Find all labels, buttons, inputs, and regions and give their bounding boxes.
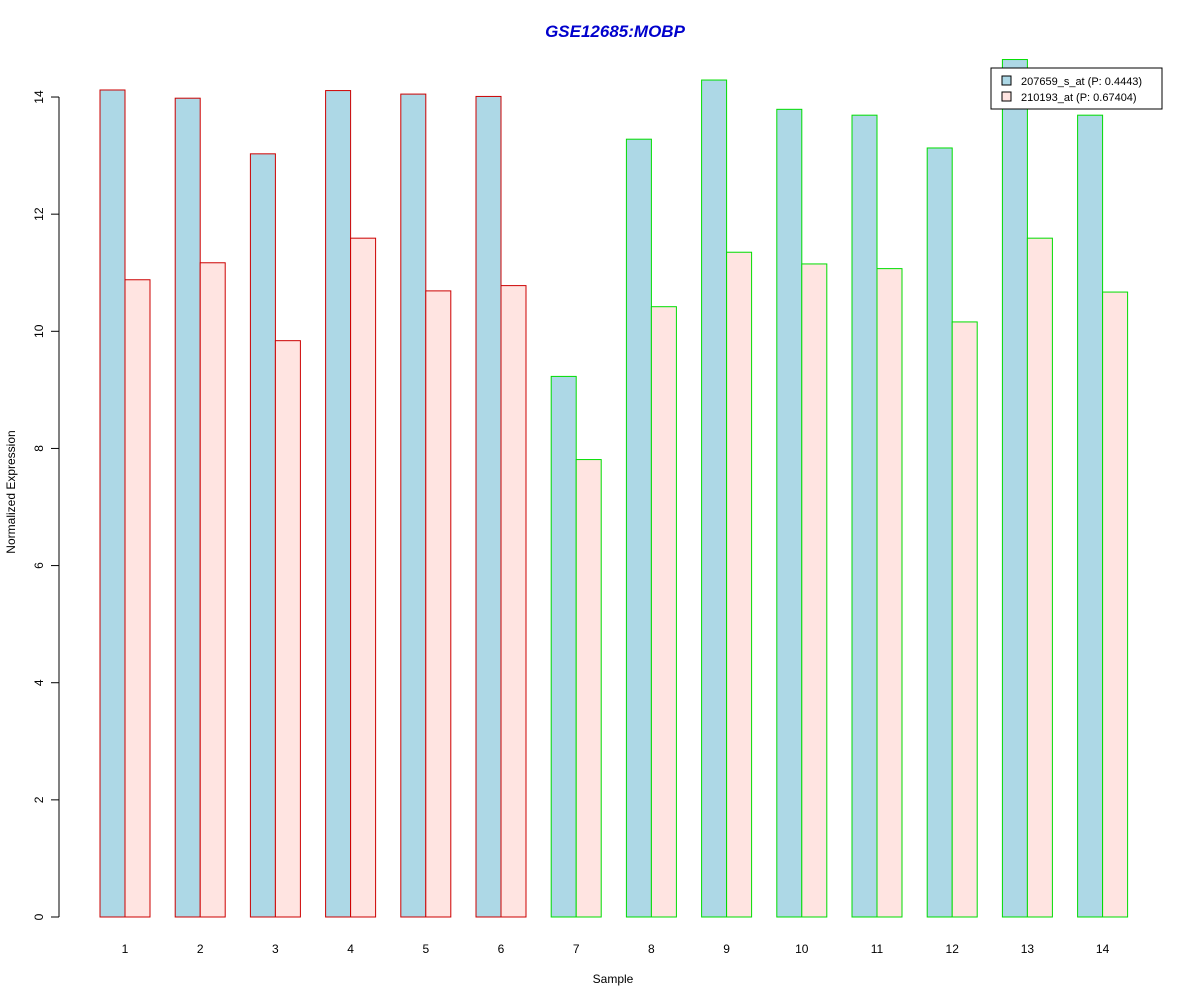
bar-sample-8-series-1 <box>625 138 652 918</box>
x-tick-label: 8 <box>648 942 655 956</box>
legend-entry-label: 210193_at (P: 0.67404) <box>1021 92 1137 104</box>
y-tick-label: 12 <box>32 207 46 221</box>
bar-sample-14-series-1 <box>1077 114 1104 918</box>
bar-sample-4-series-2 <box>350 237 377 918</box>
y-tick-label: 4 <box>32 679 46 686</box>
x-tick-label: 14 <box>1096 942 1110 956</box>
bar-sample-5-series-2 <box>425 290 452 918</box>
legend: 207659_s_at (P: 0.4443) 210193_at (P: 0.6… <box>990 67 1163 110</box>
x-tick-label: 9 <box>723 942 730 956</box>
bar-sample-11-series-1 <box>851 114 878 918</box>
y-tick-label: 8 <box>32 445 46 452</box>
bar-sample-2-series-2 <box>199 262 226 918</box>
y-tick-label: 14 <box>32 90 46 104</box>
bar-sample-9-series-2 <box>726 251 753 918</box>
bar-sample-1-series-1 <box>99 89 126 918</box>
y-tick-label: 6 <box>32 562 46 569</box>
bar-sample-14-series-2 <box>1102 291 1129 918</box>
legend-swatch <box>1001 91 1012 102</box>
bars <box>99 59 1129 918</box>
bar-sample-11-series-2 <box>876 268 903 918</box>
x-tick-label: 4 <box>347 942 354 956</box>
bar-sample-13-series-1 <box>1001 59 1028 918</box>
bar-sample-12-series-1 <box>926 147 953 918</box>
bar-sample-6-series-1 <box>475 95 502 918</box>
bar-sample-12-series-2 <box>951 321 978 918</box>
y-axis-label: Normalized Expression <box>4 430 18 553</box>
y-axis-ticks: 0 2 4 6 8 10 12 14 <box>32 90 59 920</box>
x-tick-label: 10 <box>795 942 809 956</box>
x-tick-label: 7 <box>573 942 580 956</box>
legend-box <box>990 67 1163 110</box>
bar-sample-6-series-2 <box>500 285 527 918</box>
bar-sample-10-series-2 <box>801 263 828 918</box>
y-tick-label: 0 <box>32 913 46 920</box>
x-tick-label: 12 <box>946 942 960 956</box>
bar-sample-7-series-1 <box>550 375 577 918</box>
bar-sample-3-series-1 <box>249 153 276 918</box>
x-axis-label: Sample <box>593 972 634 986</box>
bar-sample-1-series-2 <box>124 279 151 918</box>
x-tick-label: 1 <box>122 942 129 956</box>
bar-sample-10-series-1 <box>776 108 803 918</box>
x-tick-label: 5 <box>422 942 429 956</box>
bar-sample-13-series-2 <box>1026 237 1053 918</box>
x-tick-label: 6 <box>498 942 505 956</box>
bar-sample-2-series-1 <box>174 97 201 918</box>
legend-entry-label: 207659_s_at (P: 0.4443) <box>1021 76 1142 88</box>
chart-title: GSE12685:MOBP <box>545 22 685 41</box>
x-tick-label: 2 <box>197 942 204 956</box>
legend-swatch <box>1001 75 1012 86</box>
bar-sample-3-series-2 <box>274 340 301 918</box>
bar-sample-5-series-1 <box>400 93 427 918</box>
bar-sample-4-series-1 <box>325 90 352 918</box>
x-tick-label: 3 <box>272 942 279 956</box>
x-tick-label: 13 <box>1021 942 1035 956</box>
bar-sample-7-series-2 <box>575 459 602 918</box>
bar-sample-9-series-1 <box>701 79 728 918</box>
y-tick-label: 10 <box>32 324 46 338</box>
x-axis-tick-labels: 1 2 3 4 5 6 7 8 9 10 11 12 13 14 <box>122 942 1110 956</box>
x-tick-label: 11 <box>871 942 884 956</box>
bar-sample-8-series-2 <box>650 306 677 918</box>
y-tick-label: 2 <box>32 796 46 803</box>
